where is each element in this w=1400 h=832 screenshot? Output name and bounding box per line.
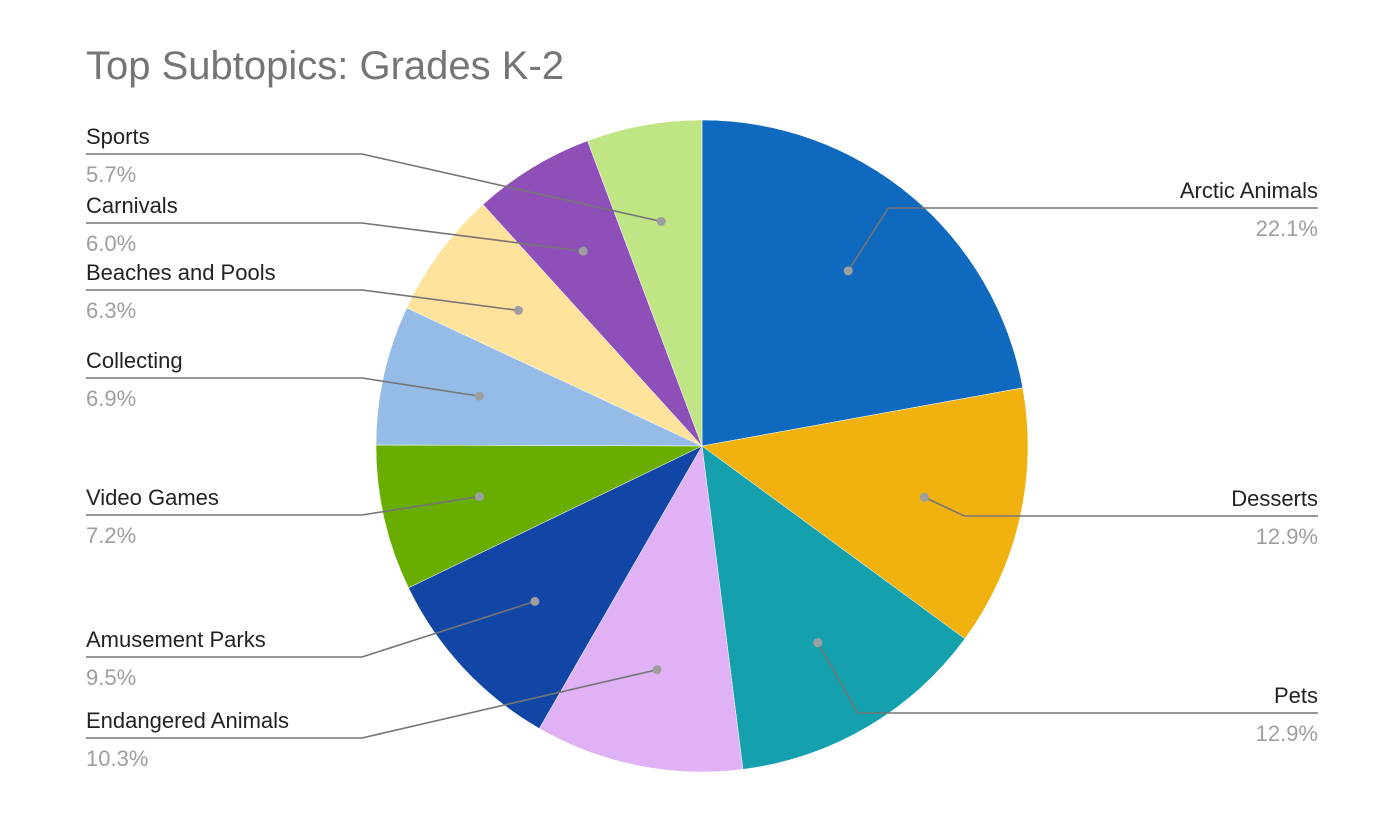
leader-line (86, 153, 662, 223)
leader-dot (578, 246, 588, 256)
leader-dot (656, 216, 666, 226)
pie-slice-carnivals (482, 140, 703, 447)
leader-line (86, 668, 658, 739)
pie-slice-arctic-animals (701, 119, 1024, 447)
leader-dot (530, 596, 540, 606)
slice-label: Endangered Animals (86, 708, 289, 733)
slice-label: Carnivals (86, 193, 178, 218)
slice-label: Collecting (86, 348, 183, 373)
slice-label: Sports (86, 124, 150, 149)
pie-slice-sports (587, 119, 703, 447)
slice-label: Amusement Parks (86, 627, 266, 652)
slice-percent: 12.9% (1256, 721, 1318, 746)
slice-percent: 7.2% (86, 523, 136, 548)
pie-slice-amusement-parks (408, 445, 703, 729)
leader-line (924, 496, 1318, 517)
leader-dot (474, 492, 484, 502)
leader-dot (474, 391, 484, 401)
slice-percent: 9.5% (86, 665, 136, 690)
leader-line (86, 495, 480, 516)
slice-label: Pets (1274, 683, 1318, 708)
leader-line (86, 600, 536, 658)
slice-labels: Arctic Animals 22.1% Desserts 12.9% Pets 12.9… (86, 124, 1318, 771)
pie-slice-endangered-animals (538, 445, 744, 773)
slice-percent: 12.9% (1256, 524, 1318, 549)
pie-slice-beaches-and-pools (406, 204, 703, 447)
slice-percent: 6.9% (86, 386, 136, 411)
leader-line (86, 377, 480, 397)
slice-label: Beaches and Pools (86, 260, 276, 285)
leader-line (817, 642, 1318, 714)
leader-dot (919, 492, 929, 502)
leader-line (86, 289, 519, 312)
slice-label: Desserts (1231, 486, 1318, 511)
leader-lines (86, 153, 1318, 739)
pie-slice-collecting (375, 307, 703, 447)
pie-slice-desserts (701, 387, 1029, 640)
leader-dot (652, 665, 662, 675)
pie-slice-pets (701, 445, 966, 770)
slice-percent: 22.1% (1256, 216, 1318, 241)
leader-dot (513, 305, 523, 315)
slice-percent: 5.7% (86, 162, 136, 187)
leader-dot (813, 638, 823, 648)
slice-percent: 6.3% (86, 298, 136, 323)
slice-percent: 6.0% (86, 231, 136, 256)
leader-dot (843, 266, 853, 276)
pie-slices (375, 119, 1029, 773)
chart-title: Top Subtopics: Grades K-2 (86, 44, 565, 88)
leader-line (86, 222, 584, 252)
pie-slice-video-games (375, 444, 703, 589)
slice-label: Video Games (86, 485, 219, 510)
slice-percent: 10.3% (86, 746, 148, 771)
leader-line (847, 207, 1318, 272)
slice-label: Arctic Animals (1180, 178, 1318, 203)
